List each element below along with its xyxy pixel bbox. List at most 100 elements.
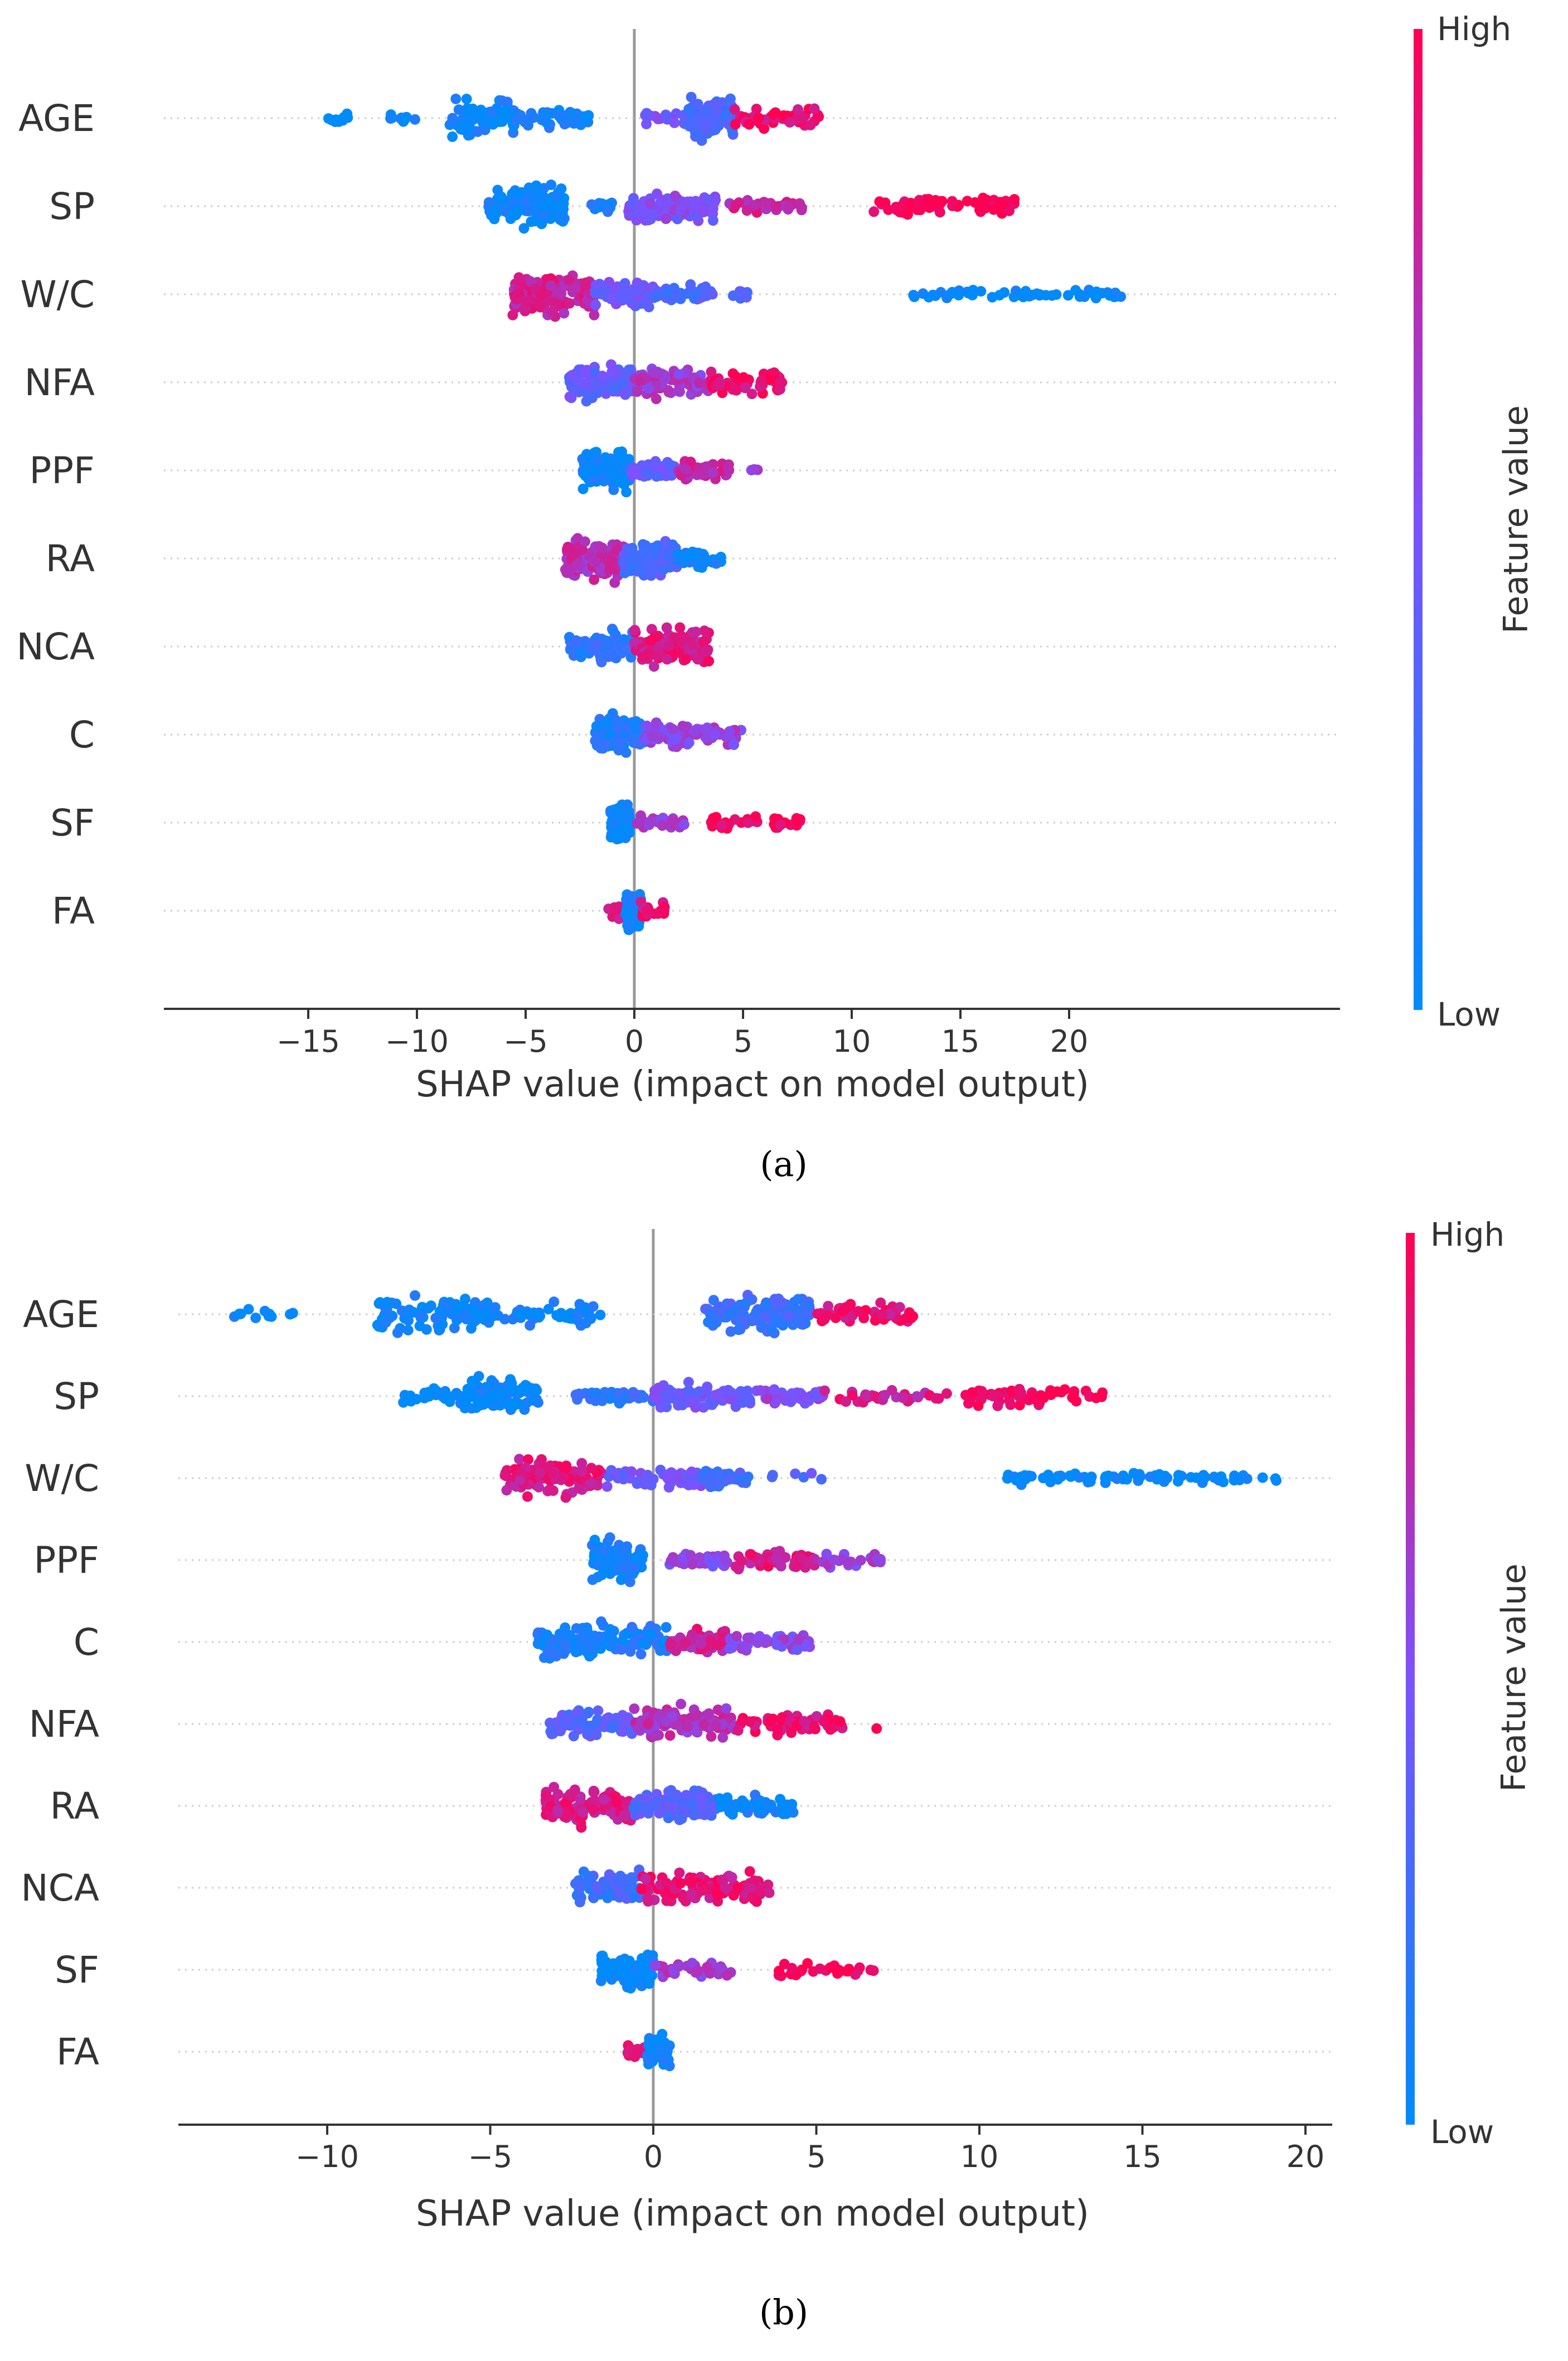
data-point — [669, 191, 681, 201]
data-point — [911, 1391, 923, 1402]
data-point — [628, 1803, 639, 1814]
data-point — [474, 108, 486, 119]
data-point — [689, 289, 700, 300]
data-point — [651, 650, 662, 661]
data-point — [685, 1877, 696, 1888]
feature-row-ppf — [587, 1532, 886, 1587]
data-point — [738, 372, 749, 383]
data-point — [1074, 1472, 1085, 1483]
data-point — [787, 1388, 798, 1399]
data-point — [1085, 1476, 1096, 1487]
data-point — [776, 1799, 788, 1810]
data-point — [999, 287, 1010, 298]
data-point — [672, 213, 683, 225]
data-point — [531, 193, 542, 204]
data-point — [751, 104, 762, 114]
data-point — [601, 716, 612, 727]
data-point — [651, 1789, 662, 1800]
data-point — [410, 114, 420, 125]
data-point — [941, 293, 953, 304]
data-point — [1257, 1472, 1268, 1483]
x-tick-label: −5 — [468, 2139, 513, 2174]
data-point — [809, 103, 820, 114]
data-point — [639, 1803, 650, 1814]
data-point — [570, 637, 581, 648]
data-point — [250, 1313, 261, 1323]
feature-row-ppf — [577, 446, 763, 498]
data-point — [628, 1553, 639, 1565]
data-point — [468, 114, 478, 125]
data-point — [706, 118, 717, 129]
data-point — [512, 205, 523, 216]
data-point — [746, 388, 758, 400]
data-point — [749, 464, 760, 475]
data-point — [783, 202, 794, 213]
data-point — [1062, 290, 1074, 301]
data-point — [459, 1310, 470, 1322]
data-point — [575, 1794, 586, 1805]
data-point — [632, 738, 643, 749]
data-point — [635, 207, 647, 218]
data-point — [702, 644, 713, 655]
data-point — [430, 1313, 441, 1324]
data-point — [661, 1799, 672, 1810]
data-point — [658, 563, 669, 575]
data-point — [686, 1466, 697, 1478]
data-point — [646, 731, 657, 742]
data-point — [633, 1723, 644, 1735]
data-point — [792, 815, 803, 826]
x-tick-label: −10 — [295, 2139, 359, 2174]
feature-row-age — [229, 1290, 919, 1339]
data-point — [287, 1308, 298, 1319]
data-point — [608, 383, 619, 395]
data-point — [669, 117, 680, 128]
data-point — [796, 1319, 807, 1330]
data-point — [876, 1309, 887, 1320]
data-point — [805, 119, 816, 130]
data-point — [403, 1315, 414, 1326]
data-point — [571, 1310, 582, 1321]
data-point — [643, 1718, 654, 1730]
data-point — [722, 1792, 733, 1803]
data-point — [798, 1716, 809, 1727]
data-point — [576, 1822, 587, 1833]
data-point — [499, 206, 510, 217]
data-point — [946, 196, 958, 207]
data-point — [570, 283, 581, 294]
data-point — [747, 1891, 758, 1902]
data-point — [592, 1714, 603, 1725]
data-point — [651, 1796, 662, 1807]
data-point — [706, 1731, 717, 1742]
data-point — [635, 814, 647, 825]
data-point — [661, 1622, 672, 1633]
data-point — [626, 906, 637, 917]
data-point — [771, 1553, 782, 1565]
data-point — [645, 635, 657, 646]
data-point — [483, 197, 494, 208]
data-point — [600, 640, 611, 651]
data-point — [589, 1795, 600, 1806]
data-point — [690, 116, 701, 128]
data-point — [1091, 289, 1103, 300]
data-point — [545, 280, 556, 291]
data-point — [697, 558, 707, 569]
data-point — [724, 1474, 735, 1485]
data-point — [517, 1384, 528, 1396]
data-point — [651, 291, 662, 302]
feature-row-nfa — [545, 1698, 882, 1743]
data-point — [941, 1388, 952, 1399]
data-point — [1111, 1473, 1123, 1484]
data-point — [706, 1558, 717, 1570]
data-point — [628, 465, 639, 476]
data-point — [611, 1796, 622, 1808]
data-point — [659, 2043, 671, 2054]
data-point — [763, 1879, 774, 1891]
data-point — [694, 1552, 705, 1563]
feature-label: PPF — [33, 1539, 99, 1582]
data-point — [605, 728, 616, 739]
feature-label: C — [74, 1621, 99, 1664]
data-point — [869, 1391, 880, 1402]
colorbar — [1414, 29, 1423, 1010]
data-point — [641, 108, 652, 119]
data-point — [902, 209, 913, 220]
